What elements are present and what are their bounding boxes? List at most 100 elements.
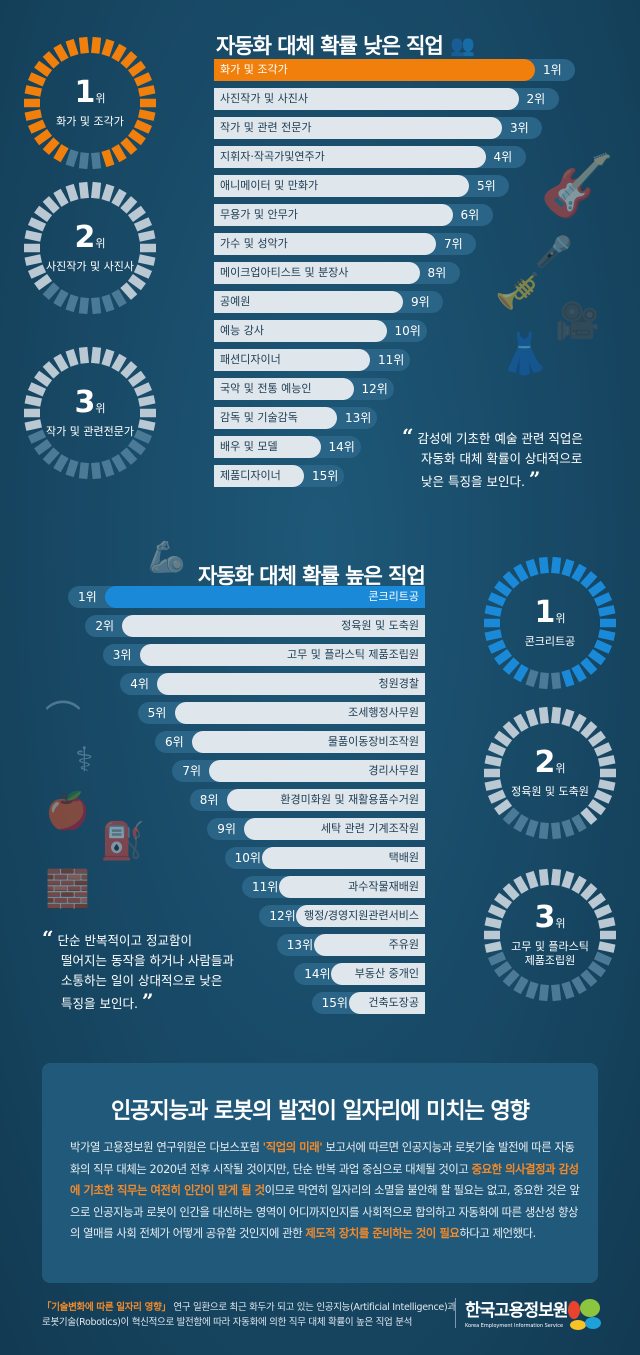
ring-segment — [42, 361, 60, 379]
rank-unit: 위 — [555, 612, 566, 625]
circle-label: 사진작가 및 사진사 — [46, 260, 134, 273]
ring-segment — [133, 217, 153, 232]
rank-bar: 패션디자이너 — [214, 349, 370, 371]
circle-rank: 3위 — [534, 900, 566, 935]
low-rank-row: 배우 및 모델 14위 — [214, 436, 361, 458]
high-rank-row: 건축도장공 15위 — [311, 992, 425, 1014]
ring-segment — [24, 109, 42, 121]
rank-bar: 물품이동장비조작원 — [192, 731, 425, 753]
ring-segment — [78, 462, 90, 480]
rank-bar: 무용가 및 안무가 — [214, 204, 453, 226]
ring-segment — [484, 917, 502, 929]
ring-segment — [138, 85, 156, 97]
circle-label: 제품조립원 — [524, 954, 576, 967]
ring-segment — [53, 188, 69, 207]
circle-label: 작가 및 관련전문가 — [46, 425, 134, 438]
ring-segment — [120, 196, 138, 214]
ring-segment — [24, 85, 42, 97]
ring-segment — [598, 605, 616, 617]
ring-segment — [561, 819, 575, 838]
ring-segment — [513, 664, 529, 683]
people-icon: 👥 — [450, 33, 475, 57]
rank-bar: 택배원 — [261, 847, 425, 869]
low-section-title: 자동화 대체 확률 낮은 직업 — [216, 34, 444, 58]
ring-segment — [78, 181, 90, 199]
ring-segment — [598, 629, 616, 641]
rank-bar: 메이크업아티스트 및 분장사 — [214, 262, 420, 284]
ring-segment — [127, 273, 146, 291]
ring-segment — [27, 382, 47, 397]
ring-segment — [111, 454, 127, 473]
ring-segment — [484, 629, 502, 641]
rank-bar: 지휘자·작곡가및연주가 — [214, 146, 486, 168]
ring-segment — [593, 639, 613, 654]
ring-segment — [571, 814, 587, 833]
ring-segment — [487, 592, 507, 607]
ring-segment — [138, 109, 156, 121]
rank-bar: 콘크리트공 — [105, 586, 425, 608]
logo-mark-icon — [568, 1299, 601, 1330]
ring-segment — [580, 657, 598, 675]
hanger-icon: ⌒ — [45, 699, 82, 740]
ring-segment — [494, 730, 513, 748]
ring-segment — [494, 648, 513, 666]
ring-segment — [42, 51, 60, 69]
ring-segment — [484, 755, 502, 767]
rank-unit: 위 — [555, 917, 566, 930]
ring-segment — [65, 348, 79, 367]
rank-label: 9위 — [217, 822, 236, 836]
ring-segment — [525, 558, 539, 577]
high-rank-row: 환경미화원 및 재활용품수거원 8위 — [189, 789, 425, 811]
ring-segment — [138, 395, 156, 407]
rank-label: 11위 — [252, 880, 279, 894]
ring-segment — [90, 181, 102, 199]
summary-box: 인공지능과 로봇의 발전이 일자리에 미치는 영향 박가열 고용정보원 연구위원… — [42, 1063, 598, 1283]
tuba-icon: 🎺 — [495, 271, 540, 312]
rank-label: 7위 — [182, 764, 202, 778]
rank-label: 6위 — [165, 735, 184, 749]
rank-label: 7위 — [444, 237, 463, 251]
ring-segment — [561, 870, 575, 889]
footer-divider — [455, 1298, 456, 1328]
rank-bar: 주유원 — [313, 934, 425, 956]
ring-segment — [120, 361, 138, 379]
ring-segment — [502, 657, 520, 675]
ring-segment — [571, 976, 587, 995]
ring-segment — [580, 571, 598, 589]
ring-segment — [127, 370, 146, 388]
rank-label: 1위 — [78, 590, 97, 604]
ring-segment — [487, 639, 507, 654]
ring-segment — [133, 72, 153, 87]
rank-bar: 조세행정사무원 — [174, 702, 425, 724]
ring-segment — [487, 742, 507, 757]
rank-bar: 부동산 중개인 — [331, 963, 425, 985]
ring-segment — [138, 254, 156, 266]
ring-segment — [598, 941, 616, 953]
brick-wall-icon: 🧱 — [45, 869, 90, 910]
ring-segment — [587, 730, 606, 748]
ring-segment — [78, 152, 90, 170]
ring-segment — [65, 149, 79, 168]
ring-segment — [550, 822, 562, 840]
rank-label: 14위 — [328, 440, 355, 454]
ring-segment — [42, 282, 60, 300]
ring-segment — [538, 706, 550, 724]
segmented-ring — [484, 706, 616, 840]
ring-segment — [550, 984, 562, 1002]
ring-segment — [571, 875, 587, 894]
low-circle-3: 3위 작가 및 관련전문가 — [20, 343, 160, 483]
ring-segment — [34, 273, 53, 291]
circle-rank: 1위 — [74, 75, 106, 110]
circle-text: 1위 콘크리트공 — [480, 553, 620, 693]
ring-segment — [90, 462, 102, 480]
ring-segment — [550, 868, 562, 886]
segmented-ring — [484, 556, 616, 690]
ring-segment — [111, 289, 127, 308]
rank-label: 12위 — [269, 909, 296, 923]
rank-bar: 화가 및 조각가 — [214, 59, 535, 81]
rank-bar: 감독 및 기술감독 — [214, 407, 337, 429]
ring-segment — [138, 419, 156, 431]
ring-segment — [120, 282, 138, 300]
rank-bar: 경리사무원 — [209, 760, 425, 782]
ring-segment — [127, 205, 146, 223]
